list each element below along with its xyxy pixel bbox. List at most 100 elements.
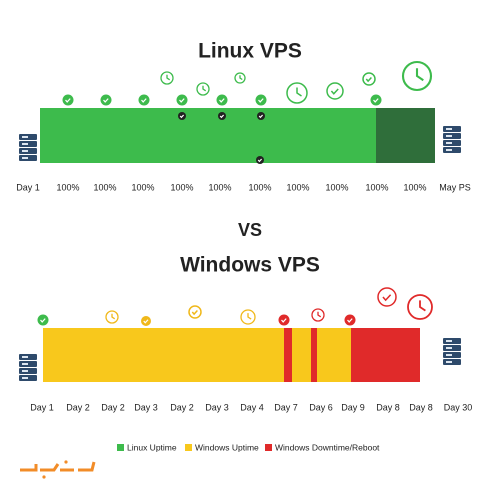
axis-label: 100% [325,182,348,192]
server-icon [443,338,461,365]
legend-label: Windows Uptime [195,442,259,452]
axis-label: Day 2 [66,402,90,412]
axis-label: Day 3 [205,402,229,412]
check-mark [179,114,185,119]
check-circle [377,287,397,307]
server-light [22,370,28,372]
axis-label: Day 30 [444,402,473,412]
clock-icon [240,309,256,325]
clock-hands [317,311,322,318]
check-mark [103,98,109,103]
axis-label: 100% [365,182,388,192]
check-circle [278,314,290,326]
check-icon [176,94,188,106]
check-mark [330,88,339,95]
check-mark [65,98,71,103]
check-icon [344,314,356,326]
server-light [446,347,452,349]
linux-uptime-bar [40,108,376,163]
check-circle [37,314,49,326]
axis-label: Day 8 [376,402,400,412]
clock-icon [196,82,210,96]
check-circle [255,94,267,106]
check-icon [218,112,226,120]
axis-label: 100% [131,182,154,192]
axis-label: 100% [93,182,116,192]
clock-hands [202,85,207,92]
server-icon [19,134,37,161]
axis-label: Day 1 [16,182,40,192]
server-light [22,377,28,379]
check-icon [370,94,382,106]
server-light [446,128,452,130]
axis-label: 100% [56,182,79,192]
server-light [446,361,452,363]
check-mark [219,114,225,119]
check-circle [176,94,188,106]
clock-hands [239,75,243,81]
check-circle [100,94,112,106]
check-icon [188,305,202,319]
clock-icon [160,71,174,85]
check-mark [143,319,149,324]
legend-swatch [265,444,272,451]
check-icon [141,316,151,326]
windows-downtime [351,328,420,382]
server-light [22,150,28,152]
clock-icon [401,60,433,92]
axis-label: 100% [170,182,193,192]
axis-label: Day 2 [101,402,125,412]
clock-hands [296,87,302,97]
clock-icon [311,308,325,322]
clock-hands [247,313,252,320]
clock-hands [419,300,426,312]
check-icon [377,287,397,307]
check-mark [257,158,263,163]
clock-hands [166,74,171,81]
clock-icon [234,72,246,84]
check-icon [362,72,376,86]
check-mark [365,76,372,83]
check-mark [179,98,185,103]
check-icon [62,94,74,106]
check-circle [326,82,344,100]
check-circle [188,305,202,319]
check-circle [138,94,150,106]
check-mark [191,309,198,316]
axis-label: 100% [403,182,426,192]
check-circle [362,72,376,86]
check-icon [37,314,49,326]
server-light [22,356,28,358]
server-light [446,340,452,342]
axis-label: Day 1 [30,402,54,412]
legend-swatch [117,444,124,451]
linux-end-segment [376,108,435,163]
check-mark [258,114,264,119]
linux-title: Linux VPS [198,40,302,63]
check-mark [347,318,353,323]
axis-label: 100% [208,182,231,192]
server-light [22,157,28,159]
axis-label: 100% [286,182,309,192]
check-mark [382,294,392,302]
server-light [22,136,28,138]
axis-label: Day 3 [134,402,158,412]
server-light [22,363,28,365]
server-icon [19,354,37,381]
check-mark [141,98,147,103]
check-mark [373,98,379,103]
check-mark [258,98,264,103]
check-circle [370,94,382,106]
axis-label: May PS [439,182,471,192]
check-icon [326,82,344,100]
server-icon [443,126,461,153]
check-icon [216,94,228,106]
server-light [446,135,452,137]
axis-label: Day 2 [170,402,194,412]
logo [20,460,96,479]
check-mark [219,98,225,103]
axis-label: Day 7 [274,402,298,412]
clock-icon [105,310,119,324]
clock-icon [407,294,433,320]
